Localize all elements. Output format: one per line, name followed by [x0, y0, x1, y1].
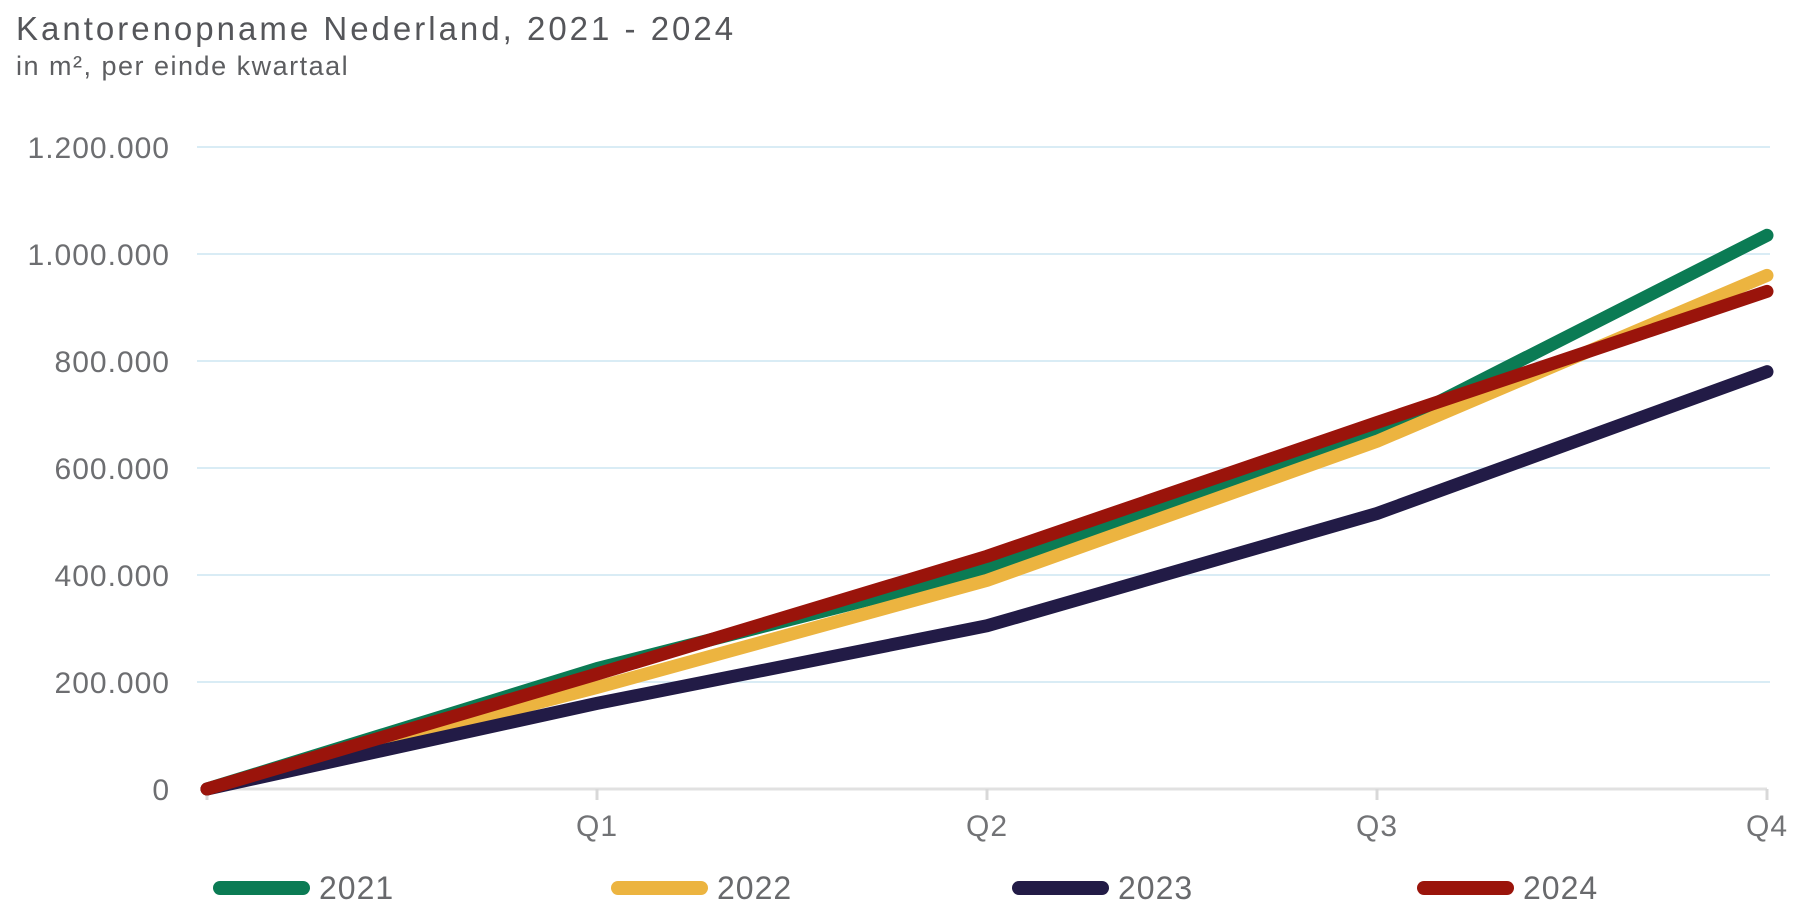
legend-item-2022: 2022 [611, 870, 792, 906]
legend-swatch-2022 [611, 881, 708, 895]
legend-label: 2024 [1523, 869, 1599, 906]
legend-label: 2021 [319, 869, 395, 906]
series-line-2024 [200, 284, 1774, 796]
y-axis-label: 200.000 [55, 667, 170, 700]
y-axis-label: 800.000 [55, 346, 170, 379]
x-axis-label: Q2 [966, 810, 1008, 843]
series-line-2022 [200, 268, 1774, 796]
chart-header: Kantorenopname Nederland, 2021 - 2024 in… [16, 8, 736, 82]
chart-subtitle: in m², per einde kwartaal [16, 51, 350, 82]
series-line-2021 [200, 228, 1774, 796]
legend-swatch-2021 [213, 881, 310, 895]
series-line-2023 [200, 365, 1774, 796]
y-axis-label: 600.000 [55, 453, 170, 486]
y-axis-label: 0 [152, 774, 170, 807]
chart-legend: 2021 2022 2023 2024 [0, 870, 1819, 910]
x-axis-label: Q3 [1356, 810, 1398, 843]
legend-swatch-2024 [1417, 881, 1514, 895]
chart-title: Kantorenopname Nederland, 2021 - 2024 [16, 10, 737, 47]
legend-label: 2023 [1118, 869, 1194, 906]
legend-item-2021: 2021 [213, 870, 394, 906]
x-axis-label: Q4 [1746, 810, 1788, 843]
y-axis-label: 400.000 [55, 560, 170, 593]
y-axis-label: 1.200.000 [28, 132, 170, 165]
legend-item-2024: 2024 [1417, 870, 1598, 906]
legend-swatch-2023 [1012, 881, 1109, 895]
legend-item-2023: 2023 [1012, 870, 1193, 906]
legend-label: 2022 [717, 869, 793, 906]
y-axis-label: 1.000.000 [28, 239, 170, 272]
x-axis-label: Q1 [576, 810, 618, 843]
